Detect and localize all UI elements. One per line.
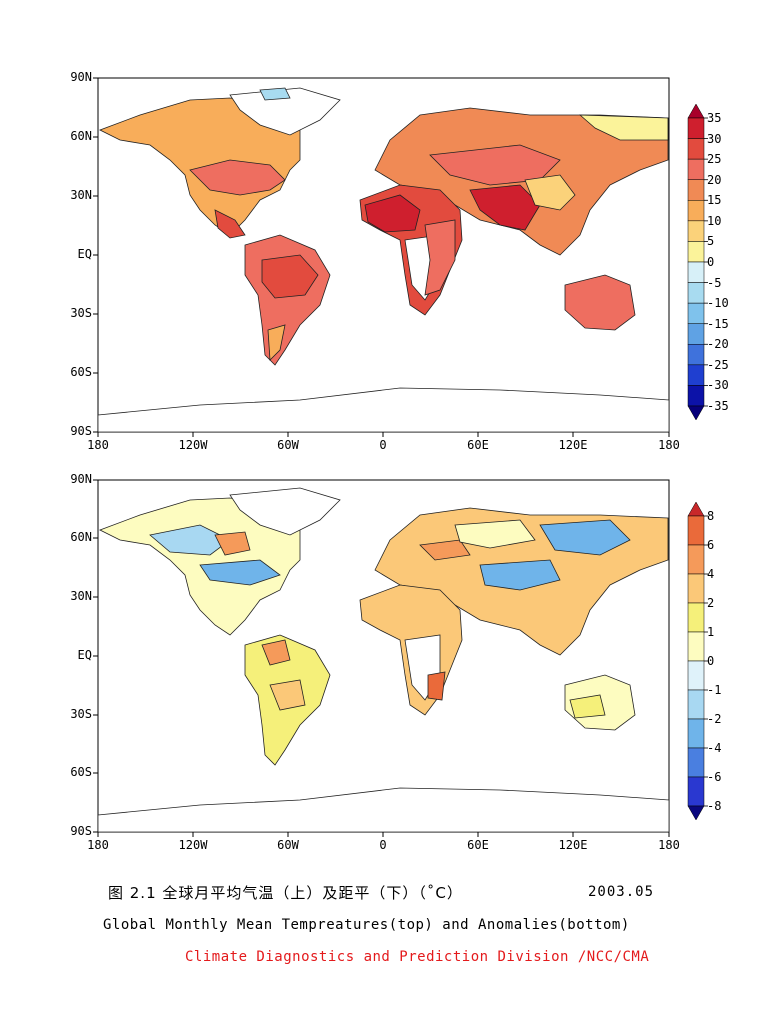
colorbar-end-triangle — [687, 103, 705, 119]
colorbar-swatch — [687, 689, 705, 720]
temperature-map-panel: 90N 60N 30N EQ 30S 60S 90S 180 120W 60W … — [0, 60, 768, 460]
colorbar-swatch — [687, 660, 705, 691]
lon-tick: 120W — [178, 838, 208, 852]
caption-chinese: 图 2.1 全球月平均气温（上）及距平（下）（˚C） — [108, 884, 463, 902]
lon-tick: 60W — [277, 438, 299, 452]
lat-tick: 30S — [70, 707, 92, 721]
colorbar-label: 6 — [707, 538, 715, 552]
colorbar-swatch — [687, 364, 705, 386]
anomaly-colorbar — [687, 501, 708, 821]
colorbar-label: 1 — [707, 625, 715, 639]
colorbar-label: -5 — [707, 275, 722, 290]
lat-tick: 30N — [70, 188, 92, 202]
colorbar-label: -20 — [707, 337, 729, 352]
colorbar-label: 35 — [707, 111, 722, 125]
lat-tick: 60S — [70, 365, 92, 379]
colorbar-swatch — [687, 323, 705, 345]
colorbar-swatch — [687, 385, 705, 407]
colorbar-swatch — [687, 261, 705, 283]
colorbar-swatch — [687, 344, 705, 366]
caption-english: Global Monthly Mean Tempreatures(top) an… — [103, 917, 630, 933]
lat-tick: 30S — [70, 306, 92, 320]
colorbar-label: 30 — [707, 131, 722, 146]
colorbar-swatch — [687, 241, 705, 263]
colorbar-label: -25 — [707, 357, 729, 372]
lon-tick: 60E — [467, 438, 489, 452]
colorbar-swatch — [687, 282, 705, 304]
colorbar-swatch — [687, 138, 705, 160]
colorbar-swatch — [687, 747, 705, 778]
lat-tick: 60N — [70, 129, 92, 143]
colorbar-label: 10 — [707, 213, 722, 228]
lat-tick: EQ — [77, 648, 92, 662]
colorbar-swatch — [687, 602, 705, 633]
colorbar-label: 0 — [707, 654, 715, 668]
colorbar-label: -6 — [707, 770, 722, 784]
colorbar-label: -2 — [707, 712, 722, 726]
lat-tick: 60N — [70, 530, 92, 544]
colorbar-label: 4 — [707, 567, 715, 581]
colorbar-label: -4 — [707, 741, 722, 755]
colorbar-swatch — [687, 515, 705, 546]
lon-tick: 120W — [178, 438, 208, 452]
caption-date: 2003.05 — [588, 884, 655, 900]
lon-tick: 0 — [379, 438, 387, 452]
colorbar-swatch — [687, 220, 705, 242]
lon-tick: 60E — [467, 838, 489, 852]
lon-tick: 180 — [658, 438, 680, 452]
temperature-colorbar — [687, 103, 708, 421]
lon-tick: 180 — [658, 838, 680, 852]
colorbar-swatch — [687, 117, 705, 139]
colorbar-label: -10 — [707, 296, 729, 311]
colorbar-label: -30 — [707, 378, 729, 393]
colorbar-label: 20 — [707, 172, 722, 187]
colorbar-label: 25 — [707, 152, 722, 167]
colorbar-label: 5 — [707, 234, 715, 249]
colorbar-swatch — [687, 200, 705, 222]
anomaly-map-panel: 90N 60N 30N EQ 30S 60S 90S 180 120W 60W … — [0, 460, 768, 860]
colorbar-label: 15 — [707, 193, 722, 208]
colorbar-label: 2 — [707, 596, 715, 610]
anomaly-map — [93, 479, 708, 837]
caption-credit: Climate Diagnostics and Prediction Divis… — [185, 949, 650, 965]
temperature-map — [93, 77, 708, 437]
lat-tick: 90N — [70, 472, 92, 486]
colorbar-swatch — [687, 179, 705, 201]
lat-tick: EQ — [77, 247, 92, 261]
colorbar-label: -1 — [707, 683, 722, 697]
colorbar-swatch — [687, 776, 705, 807]
colorbar-swatch — [687, 631, 705, 662]
lon-tick: 180 — [87, 438, 109, 452]
lon-tick: 60W — [277, 838, 299, 852]
lat-tick: 90S — [70, 824, 92, 838]
colorbar-label: 0 — [707, 255, 715, 269]
lon-tick: 120E — [558, 838, 588, 852]
colorbar-end-triangle — [687, 805, 705, 821]
colorbar-label: -15 — [707, 316, 729, 331]
lat-tick: 30N — [70, 589, 92, 603]
colorbar-end-triangle — [687, 501, 705, 517]
lon-tick: 180 — [87, 838, 109, 852]
colorbar-label: 8 — [707, 509, 715, 523]
colorbar-swatch — [687, 544, 705, 575]
lat-tick: 60S — [70, 765, 92, 779]
colorbar-swatch — [687, 718, 705, 749]
lon-tick: 0 — [379, 838, 387, 852]
colorbar-end-triangle — [687, 405, 705, 421]
colorbar-swatch — [687, 573, 705, 604]
lat-tick: 90S — [70, 424, 92, 438]
lon-tick: 120E — [558, 438, 588, 452]
colorbar-label: -8 — [707, 799, 722, 813]
colorbar-swatch — [687, 158, 705, 180]
colorbar-swatch — [687, 302, 705, 324]
colorbar-label: -35 — [707, 399, 729, 413]
lat-tick: 90N — [70, 70, 92, 84]
